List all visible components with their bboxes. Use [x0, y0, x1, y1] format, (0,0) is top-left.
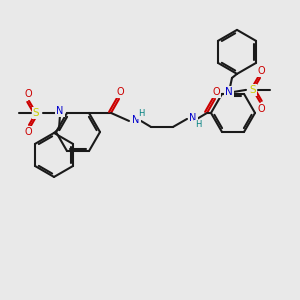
Text: N: N [132, 115, 140, 125]
Text: O: O [24, 89, 32, 99]
Text: O: O [257, 104, 265, 114]
Text: O: O [212, 87, 220, 97]
Text: O: O [257, 66, 265, 76]
Text: O: O [116, 87, 124, 97]
Text: H: H [195, 120, 201, 129]
Text: N: N [189, 113, 197, 123]
Text: S: S [250, 85, 256, 95]
Text: N: N [225, 87, 233, 97]
Text: O: O [24, 127, 32, 137]
Text: S: S [33, 108, 39, 118]
Text: H: H [138, 110, 144, 118]
Text: N: N [56, 106, 64, 116]
